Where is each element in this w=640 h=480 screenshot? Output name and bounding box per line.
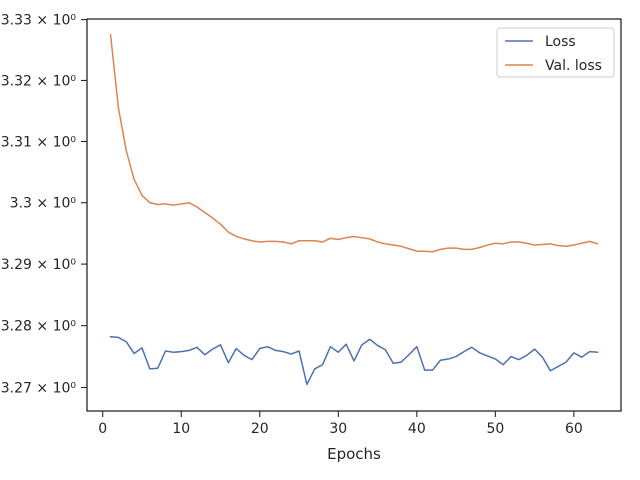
y-tick-label: 3.32 × 10⁰ (1, 73, 77, 89)
x-axis-label: Epochs (327, 445, 381, 463)
series-lines (109, 33, 599, 386)
legend-label-2: Val. loss (545, 58, 602, 74)
y-tick-label: 3.29 × 10⁰ (1, 257, 77, 273)
y-tick-label: 3.31 × 10⁰ (1, 134, 77, 150)
series-line-2 (109, 33, 599, 253)
legend-label-1: Loss (545, 34, 576, 50)
plot-frame (86, 18, 622, 412)
x-tick-label: 0 (98, 421, 107, 437)
ticks: 0 10 20 30 40 50 60 3.27 × 10⁰ 3.28 × 10⁰ 3.29 × … (1, 13, 583, 437)
y-tick-label: 3.28 × 10⁰ (1, 319, 77, 335)
x-tick-label: 60 (565, 421, 583, 437)
x-tick-label: 30 (329, 421, 347, 437)
y-tick-label: 3.33 × 10⁰ (1, 13, 77, 29)
series-line-1 (109, 335, 599, 386)
y-tick-label: 3.3 × 10⁰ (10, 196, 77, 212)
x-tick-label: 10 (172, 421, 190, 437)
legend: Loss Val. loss (496, 27, 615, 78)
x-tick-label: 40 (408, 421, 426, 437)
axes (86, 18, 622, 412)
y-tick-label: 3.27 × 10⁰ (1, 380, 77, 396)
x-tick-label: 50 (486, 421, 504, 437)
x-tick-label: 20 (251, 421, 269, 437)
